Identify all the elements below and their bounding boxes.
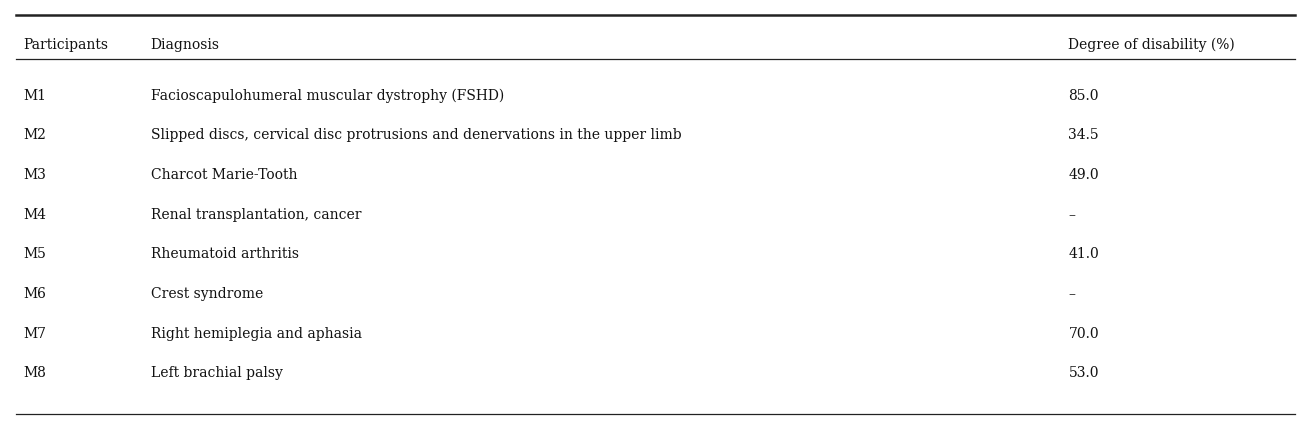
Text: –: – — [1068, 287, 1075, 301]
Text: M8: M8 — [24, 366, 46, 380]
Text: 53.0: 53.0 — [1068, 366, 1099, 380]
Text: M6: M6 — [24, 287, 46, 301]
Text: Right hemiplegia and aphasia: Right hemiplegia and aphasia — [151, 327, 362, 340]
Text: M5: M5 — [24, 248, 46, 261]
Text: M4: M4 — [24, 208, 47, 222]
Text: 85.0: 85.0 — [1068, 89, 1099, 103]
Text: Facioscapulohumeral muscular dystrophy (FSHD): Facioscapulohumeral muscular dystrophy (… — [151, 89, 503, 103]
Text: Charcot Marie-Tooth: Charcot Marie-Tooth — [151, 168, 298, 182]
Text: 70.0: 70.0 — [1068, 327, 1099, 340]
Text: Left brachial palsy: Left brachial palsy — [151, 366, 283, 380]
Text: 34.5: 34.5 — [1068, 129, 1099, 142]
Text: M3: M3 — [24, 168, 46, 182]
Text: Crest syndrome: Crest syndrome — [151, 287, 264, 301]
Text: –: – — [1068, 208, 1075, 222]
Text: M7: M7 — [24, 327, 47, 340]
Text: M2: M2 — [24, 129, 46, 142]
Text: 49.0: 49.0 — [1068, 168, 1099, 182]
Text: M1: M1 — [24, 89, 47, 103]
Text: 41.0: 41.0 — [1068, 248, 1099, 261]
Text: Rheumatoid arthritis: Rheumatoid arthritis — [151, 248, 299, 261]
Text: Diagnosis: Diagnosis — [151, 38, 220, 52]
Text: Degree of disability (%): Degree of disability (%) — [1068, 37, 1235, 52]
Text: Slipped discs, cervical disc protrusions and denervations in the upper limb: Slipped discs, cervical disc protrusions… — [151, 129, 682, 142]
Text: Participants: Participants — [24, 38, 109, 52]
Text: Renal transplantation, cancer: Renal transplantation, cancer — [151, 208, 362, 222]
